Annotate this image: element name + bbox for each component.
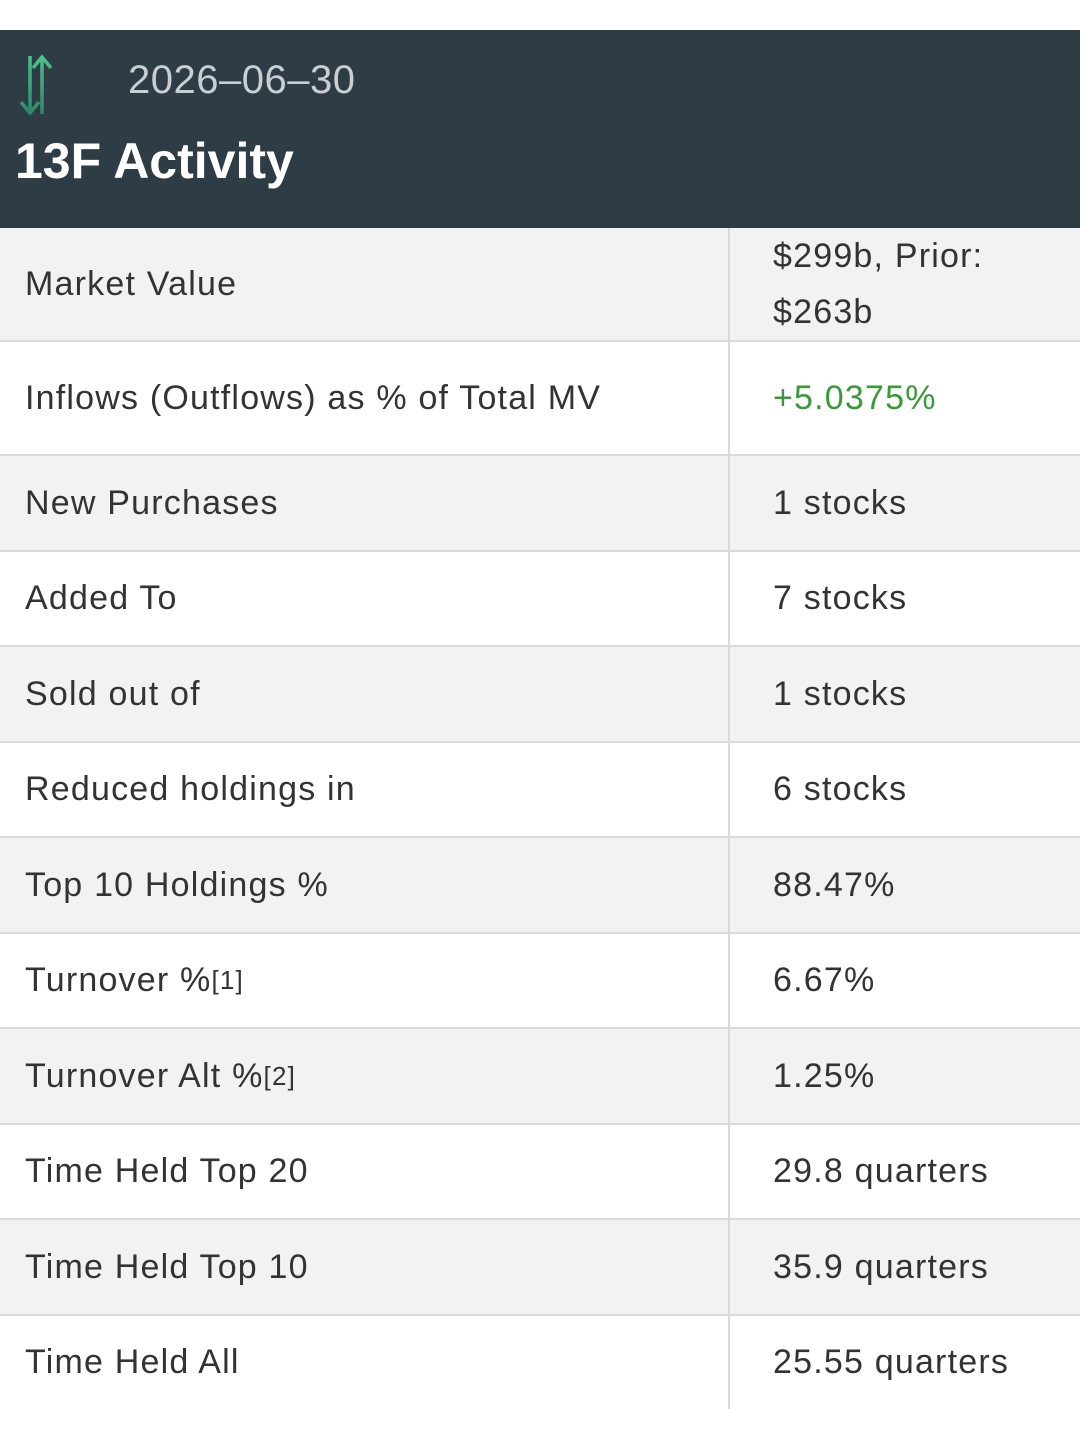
- row-label: Reduced holdings in: [25, 770, 356, 809]
- sort-icon: [19, 54, 53, 116]
- table-row: Turnover Alt % [2] 1.25%: [0, 1029, 1080, 1125]
- row-label: New Purchases: [25, 483, 279, 522]
- row-value: 29.8 quarters: [773, 1152, 989, 1191]
- table-row: New Purchases 1 stocks: [0, 456, 1080, 552]
- table-row: Turnover % [1] 6.67%: [0, 933, 1080, 1029]
- row-value: 1 stocks: [773, 483, 908, 522]
- row-value: 7 stocks: [773, 579, 908, 618]
- row-value: $299b, Prior: $263b: [773, 237, 984, 331]
- row-value-cell: 1 stocks: [730, 456, 1080, 550]
- row-value: 35.9 quarters: [773, 1247, 989, 1286]
- table-row: Time Held Top 10 35.9 quarters: [0, 1220, 1080, 1316]
- row-label-cell: Sold out of: [0, 647, 730, 741]
- row-label-cell: Reduced holdings in: [0, 742, 730, 836]
- row-label-cell: Turnover Alt % [2]: [0, 1029, 730, 1123]
- row-value: +5.0375%: [773, 379, 937, 417]
- table-row: Time Held All 25.55 quarters: [0, 1315, 1080, 1410]
- row-label-cell: Added To: [0, 551, 730, 645]
- row-label-cell: New Purchases: [0, 456, 730, 550]
- row-label-cell: Top 10 Holdings %: [0, 838, 730, 932]
- table-row: Time Held Top 20 29.8 quarters: [0, 1124, 1080, 1220]
- row-value-cell: 7 stocks: [730, 552, 1080, 646]
- row-value-cell: 6 stocks: [730, 743, 1080, 837]
- row-value-cell: 25.55 quarters: [730, 1316, 1080, 1410]
- row-value: 6.67%: [773, 961, 876, 1000]
- row-label: Added To: [25, 579, 178, 618]
- row-label: Time Held Top 10: [25, 1247, 309, 1286]
- row-label-cell: Time Held Top 10: [0, 1220, 730, 1314]
- row-value: 1.25%: [773, 1056, 876, 1095]
- table-row: Market Value $299b, Prior: $263b: [0, 228, 1080, 342]
- row-label: Time Held All: [25, 1343, 240, 1382]
- table-row: Inflows (Outflows) as % of Total MV +5.03…: [0, 342, 1080, 456]
- row-label-cell: Turnover % [1]: [0, 933, 730, 1027]
- header: 2026–06–30 13F Activity: [0, 30, 1080, 228]
- row-label: Market Value: [25, 265, 238, 303]
- table-row: Added To 7 stocks: [0, 551, 1080, 647]
- row-value: 88.47%: [773, 865, 896, 904]
- table-row: Top 10 Holdings % 88.47%: [0, 838, 1080, 934]
- row-value-cell: 88.47%: [730, 838, 1080, 932]
- row-label: Turnover %: [25, 961, 212, 1000]
- title: 13F Activity: [15, 133, 294, 189]
- row-label-cell: Market Value: [0, 228, 730, 340]
- row-label: Sold out of: [25, 674, 201, 713]
- row-label: Turnover Alt %: [25, 1056, 264, 1095]
- row-value-cell: 29.8 quarters: [730, 1125, 1080, 1219]
- row-value-cell: 1 stocks: [730, 647, 1080, 741]
- row-value-cell: 6.67%: [730, 934, 1080, 1028]
- row-value: 1 stocks: [773, 674, 908, 713]
- row-label: Top 10 Holdings %: [25, 865, 329, 904]
- row-value: 6 stocks: [773, 770, 908, 809]
- row-label-cell: Time Held All: [0, 1315, 730, 1409]
- row-value-cell: 1.25%: [730, 1029, 1080, 1123]
- row-label: Time Held Top 20: [25, 1152, 309, 1191]
- row-label: Inflows (Outflows) as % of Total MV: [25, 379, 602, 417]
- row-value-cell: +5.0375%: [730, 342, 1080, 454]
- row-label-cell: Time Held Top 20: [0, 1124, 730, 1218]
- date: 2026–06–30: [128, 58, 356, 102]
- row-value-cell: $299b, Prior: $263b: [730, 228, 1080, 340]
- table-row: Sold out of 1 stocks: [0, 647, 1080, 743]
- row-label-cell: Inflows (Outflows) as % of Total MV: [0, 342, 730, 454]
- table: Market Value $299b, Prior: $263b Inflows (…: [0, 228, 1080, 1409]
- row-value-cell: 35.9 quarters: [730, 1220, 1080, 1314]
- table-row: Reduced holdings in 6 stocks: [0, 742, 1080, 838]
- row-value: 25.55 quarters: [773, 1343, 1010, 1382]
